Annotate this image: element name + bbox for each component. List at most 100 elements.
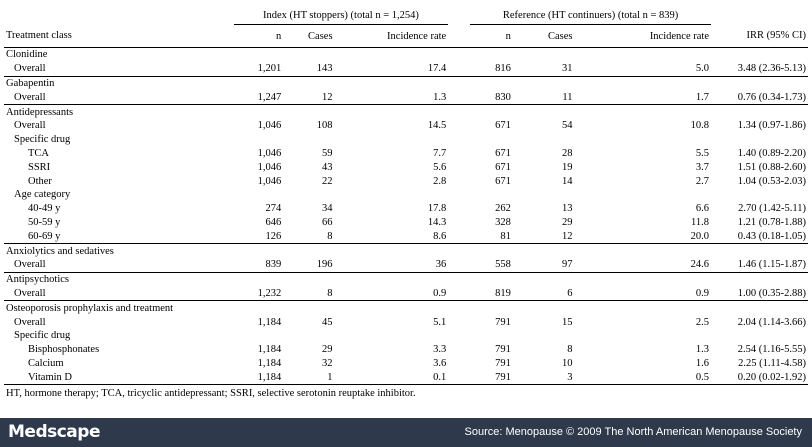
cell-r1 <box>334 75 449 91</box>
cell-n2 <box>470 46 513 62</box>
cell-c1: 143 <box>316 63 333 75</box>
table-row: Antidepressants <box>4 104 808 119</box>
cell-n2: 81 <box>500 230 511 242</box>
cell-irr: 2.25 (1.11-4.58) <box>738 357 806 369</box>
row-label: 40-49 y <box>28 203 61 215</box>
cell-r1: 14.3 <box>427 216 447 228</box>
cell-r2 <box>574 104 711 119</box>
cell-c2 <box>512 243 575 258</box>
cell-irr: 2.54 (1.16-5.55) <box>737 344 806 356</box>
cell-n1: 1,184 <box>257 316 282 328</box>
cell-irr <box>711 188 808 202</box>
cell-n2: 671 <box>495 147 511 159</box>
cell-c2: 28 <box>561 147 573 159</box>
cell-irr <box>710 271 808 287</box>
cell-r2: 20.0 <box>690 230 709 242</box>
table-row: Clonidine <box>4 46 808 62</box>
document-page: Index (HT stoppers) (total n = 1,254) Re… <box>4 6 808 401</box>
medscape-logo: Medscape <box>8 422 100 442</box>
cell-irr: 0.76 (0.34-1.73) <box>737 91 806 103</box>
table-row: Age category <box>4 188 808 202</box>
cell-r1 <box>334 243 449 258</box>
cell-r1: 7.7 <box>433 147 447 159</box>
source-credit: Source: Menopause © 2009 The North Ameri… <box>464 426 803 438</box>
cell-irr: 3.48 (2.36-5.13) <box>737 63 806 75</box>
cell-r2 <box>574 46 711 62</box>
cell-n1 <box>233 300 284 316</box>
row-label: Calcium <box>28 357 64 369</box>
cell-r1: 0.1 <box>433 371 447 383</box>
col-header-rate: Incidence rate <box>334 24 449 48</box>
cell-r2: 3.7 <box>695 161 709 173</box>
group-header-row: Index (HT stoppers) (total n = 1,254) Re… <box>4 6 808 25</box>
cell-n2: 791 <box>495 344 511 356</box>
cell-r1: 3.6 <box>433 357 447 369</box>
cell-c1: 29 <box>322 344 333 356</box>
row-label: SSRI <box>28 161 51 173</box>
cell-n2: 791 <box>495 371 511 383</box>
row-label: 60-69 y <box>28 230 61 242</box>
cell-irr: 1.21 (0.78-1.88) <box>737 216 806 228</box>
table-body: Clonidine Overall 1,201 143 17.4 816 31 5.0 3.48… <box>4 46 808 385</box>
cell-n2 <box>470 243 513 258</box>
cell-n1: 126 <box>265 230 282 242</box>
table-row: Antipsychotics <box>4 271 808 287</box>
cell-irr: 1.34 (0.97-1.86) <box>737 120 806 132</box>
cell-n2: 328 <box>495 216 511 228</box>
table-row: Calcium 1,184 32 3.6 791 10 1.6 2.25 (1.11-4.58… <box>4 357 808 371</box>
cell-r1: 1.3 <box>433 91 447 103</box>
cell-n2: 791 <box>495 357 511 369</box>
cell-r1 <box>334 300 449 316</box>
cell-n1: 1,201 <box>257 63 282 75</box>
cell-c1: 32 <box>322 357 333 369</box>
cell-c2: 29 <box>561 216 573 228</box>
table-row: Other 1,046 22 2.8 671 14 2.7 1.04 (0.53-2.03) <box>4 174 808 188</box>
cell-irr <box>710 46 808 62</box>
cell-r2: 1.7 <box>695 91 709 103</box>
cell-irr <box>710 300 808 316</box>
cell-c1: 45 <box>322 316 333 328</box>
cell-n2: 671 <box>495 120 511 132</box>
cell-n1: 1,046 <box>257 161 282 173</box>
row-label: Overall <box>14 316 46 328</box>
group-header-reference: Reference (HT continuers) (total n = 839… <box>470 6 711 25</box>
row-label: Osteoporosis prophylaxis and treatment <box>4 300 234 316</box>
cell-r2: 2.5 <box>695 316 709 328</box>
cell-c1 <box>283 300 335 316</box>
cell-n2: 819 <box>495 287 511 299</box>
cell-irr: 1.46 (1.15-1.87) <box>737 259 806 271</box>
cell-c2 <box>512 46 575 62</box>
cell-irr <box>710 104 808 119</box>
cell-r2: 0.9 <box>695 287 709 299</box>
cell-n2 <box>470 104 513 119</box>
table-row: Overall 1,046 108 14.5 671 54 10.8 1.34 (0.97-1… <box>4 119 808 133</box>
empty-header-cell <box>4 6 234 25</box>
row-label: Age category <box>14 189 71 201</box>
row-label: 50-59 y <box>28 216 61 228</box>
cell-n2: 816 <box>495 63 511 75</box>
cell-c2 <box>512 271 575 287</box>
cell-r1: 14.5 <box>427 120 447 132</box>
cell-r1: 2.8 <box>433 175 447 187</box>
cell-c2: 97 <box>561 259 573 271</box>
cell-r2: 11.8 <box>690 216 709 228</box>
cell-r1 <box>334 46 449 62</box>
cell-n1: 274 <box>265 203 282 215</box>
table-row: Vitamin D 1,184 1 0.1 791 3 0.5 0.20 (0.02-1.92… <box>4 370 808 384</box>
table-row: Overall 839 196 36 558 97 24.6 1.46 (1.15-1.87) <box>4 258 808 272</box>
group-header-index: Index (HT stoppers) (total n = 1,254) <box>233 6 449 25</box>
table-row: Overall 1,184 45 5.1 791 15 2.5 2.04 (1.14-3.66… <box>4 315 808 329</box>
cell-c1 <box>283 133 334 147</box>
cell-n2: 671 <box>495 175 511 187</box>
cell-c1: 12 <box>322 91 333 103</box>
cell-r2: 5.0 <box>695 63 709 75</box>
cell-c2: 19 <box>561 161 573 173</box>
cell-c2: 10 <box>561 357 573 369</box>
cell-n1 <box>233 75 284 91</box>
cell-n1: 1,232 <box>257 287 282 299</box>
cell-c2: 11 <box>562 91 573 103</box>
cell-r1: 36 <box>435 259 447 271</box>
cell-c1 <box>283 75 335 91</box>
cell-c1: 8 <box>327 230 333 242</box>
cell-r2: 6.6 <box>695 203 709 215</box>
